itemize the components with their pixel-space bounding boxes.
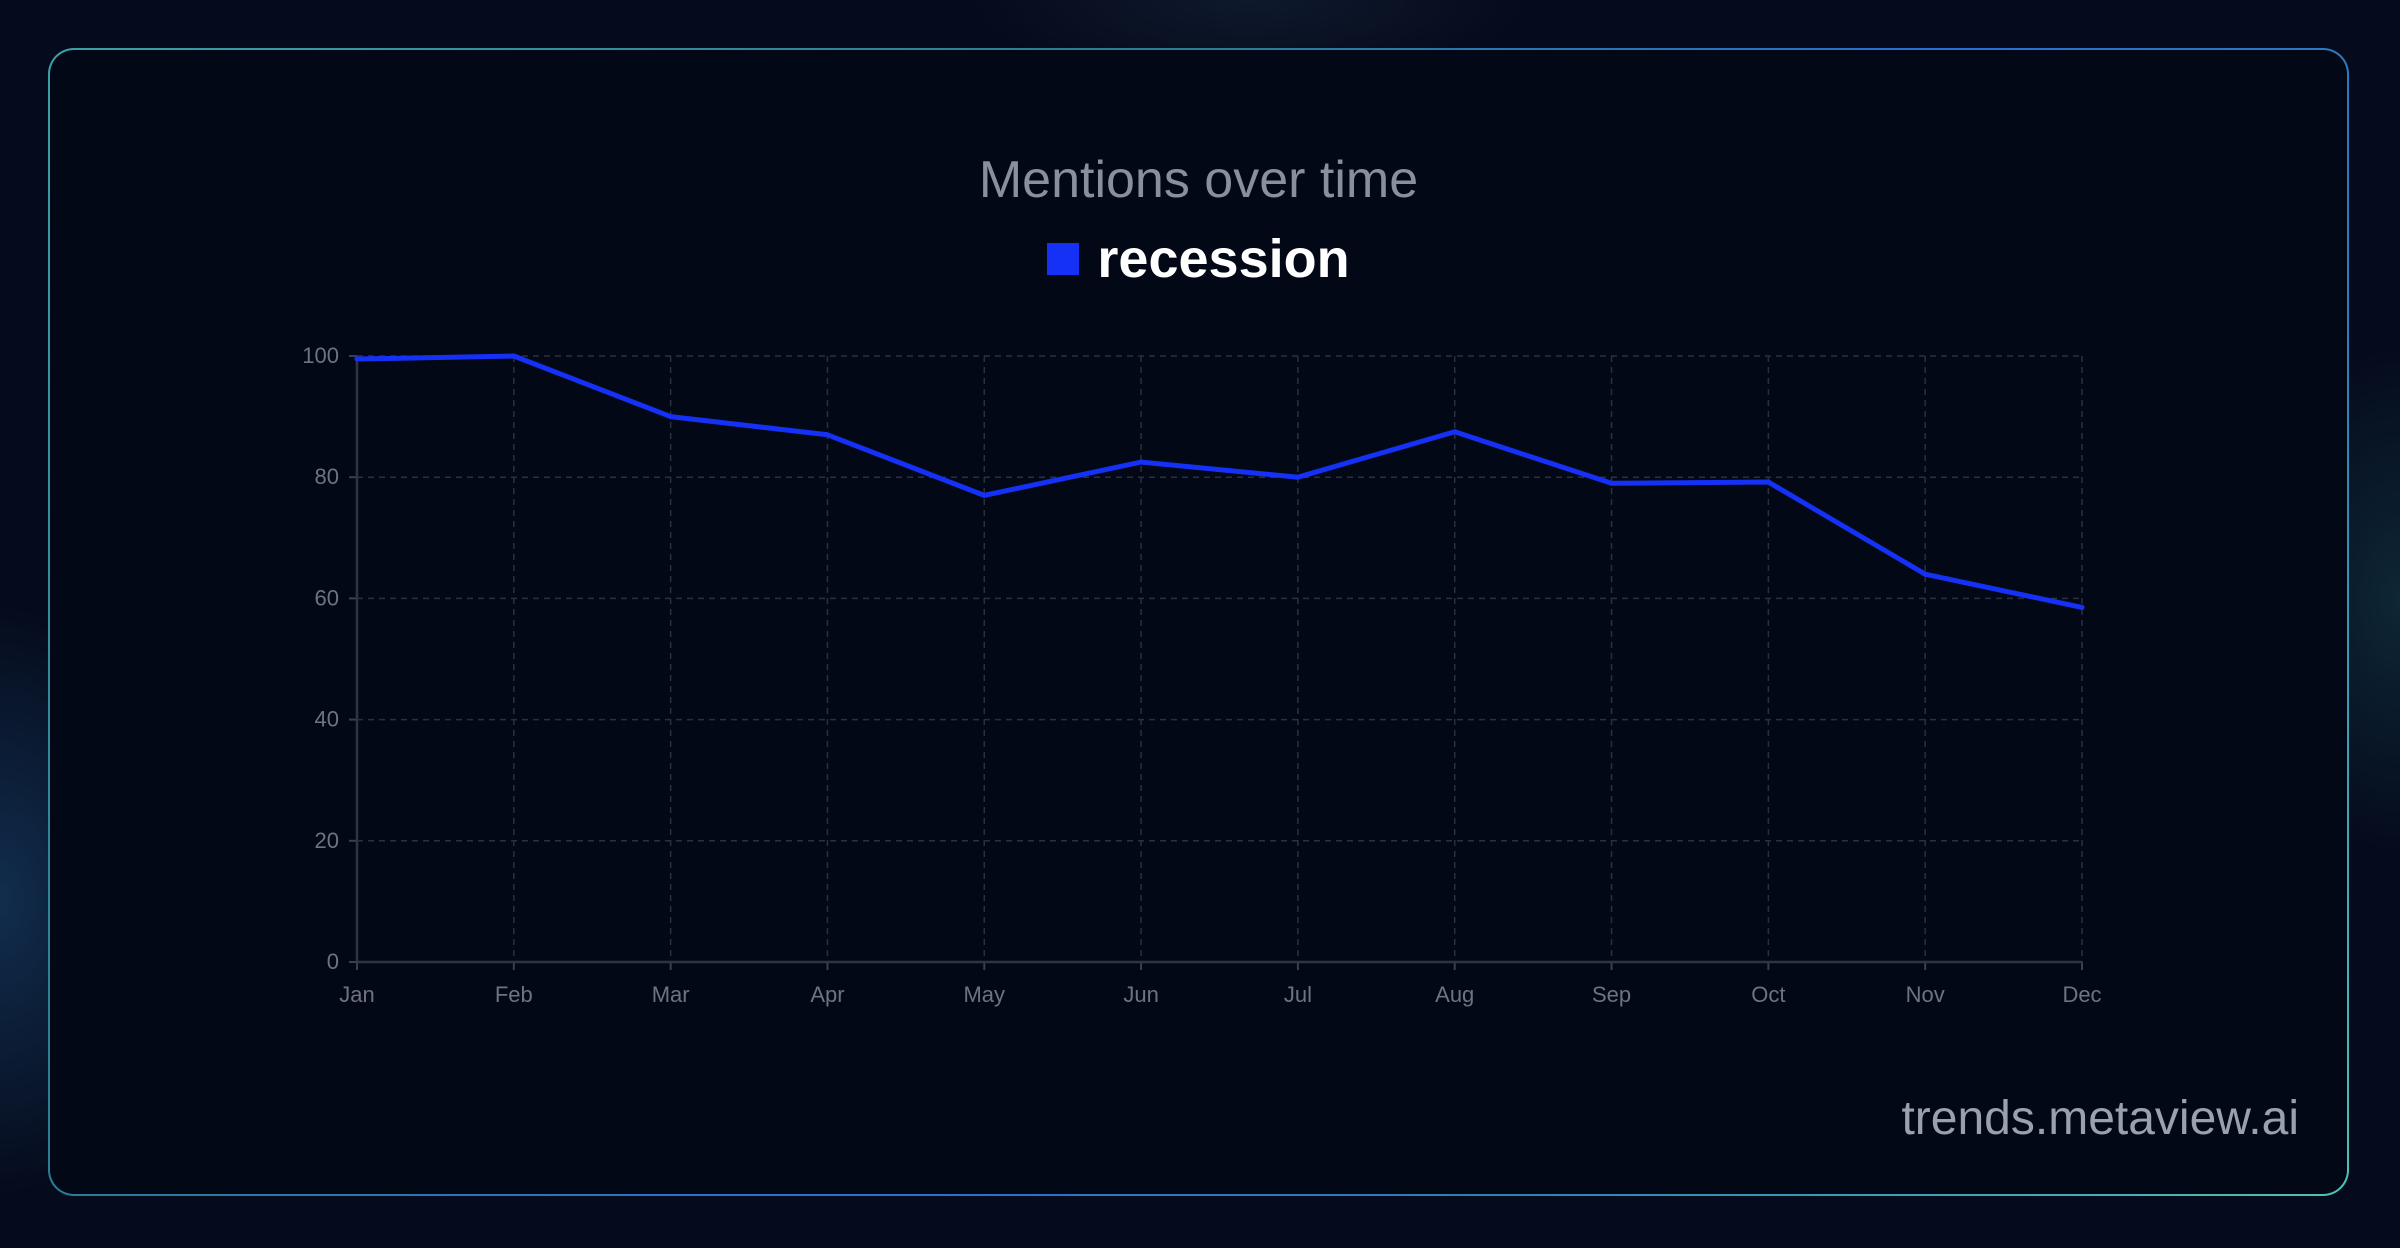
x-tick-label: Dec [2062, 982, 2101, 1007]
data-point [2079, 604, 2085, 610]
x-tick-label: Nov [1906, 982, 1945, 1007]
data-point [511, 353, 517, 359]
legend-swatch [1047, 243, 1080, 275]
data-point [1452, 429, 1458, 435]
data-point [1295, 474, 1301, 480]
x-tick-label: Jan [339, 982, 374, 1007]
x-tick-label: May [963, 982, 1005, 1007]
data-point [1138, 459, 1144, 465]
data-point [1609, 480, 1615, 486]
x-tick-label: Jul [1284, 982, 1312, 1007]
y-tick-label: 40 [315, 707, 339, 732]
data-point [1765, 479, 1771, 485]
x-tick-label: Sep [1592, 982, 1631, 1007]
x-tick-label: Aug [1435, 982, 1474, 1007]
y-tick-label: 60 [315, 585, 339, 610]
legend: recession [50, 228, 2347, 290]
x-tick-label: Oct [1751, 982, 1785, 1007]
chart-card: Mentions over time recession 0 20 40 60 80 10… [48, 48, 2349, 1196]
y-tick-label: 80 [315, 464, 339, 489]
legend-label: recession [1097, 229, 1350, 289]
data-point [354, 356, 360, 362]
y-tick-label: 0 [327, 949, 339, 974]
chart-title: Mentions over time [978, 151, 1419, 209]
watermark: trends.metaview.ai [1901, 1092, 2299, 1145]
x-tick-label: Jun [1123, 982, 1158, 1007]
data-point [668, 414, 674, 420]
x-tick-label: Mar [652, 982, 690, 1007]
data-point [824, 432, 830, 438]
y-tick-label: 20 [315, 828, 339, 853]
data-point [1922, 571, 1928, 577]
y-tick-label: 100 [302, 343, 339, 368]
data-point [981, 492, 987, 498]
chart-card-inner: Mentions over time recession 0 20 40 60 80 10… [50, 50, 2347, 1194]
x-tick-label: Feb [495, 982, 533, 1007]
series-line-recession [354, 353, 2085, 610]
x-tick-label: Apr [810, 982, 844, 1007]
line-chart: 0 20 40 60 80 100 Jan Feb Mar Apr May Jun Jul Aug Sep O… [302, 343, 2101, 1007]
